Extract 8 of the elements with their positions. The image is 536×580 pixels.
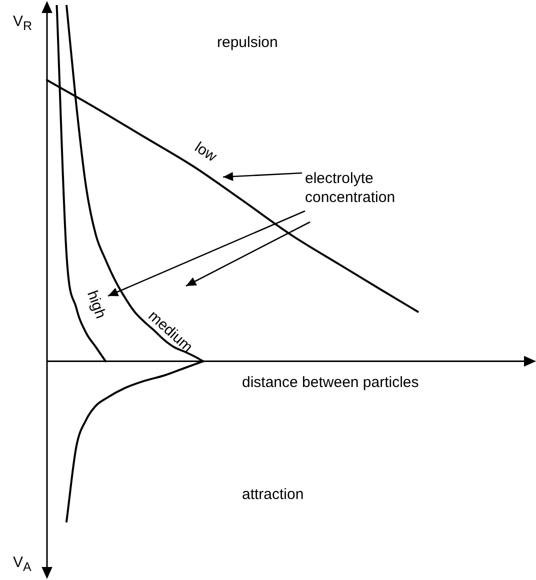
x-axis-title: distance between particles [242,373,419,392]
text: V$_{R}$ [13,12,32,35]
annotation: electrolyte concentration [305,169,396,207]
text: low [192,138,220,166]
text: V$_{A}$ [13,553,32,576]
annotation: repulsion [217,33,278,52]
text: high [84,288,110,321]
annotation: attraction [242,485,304,504]
